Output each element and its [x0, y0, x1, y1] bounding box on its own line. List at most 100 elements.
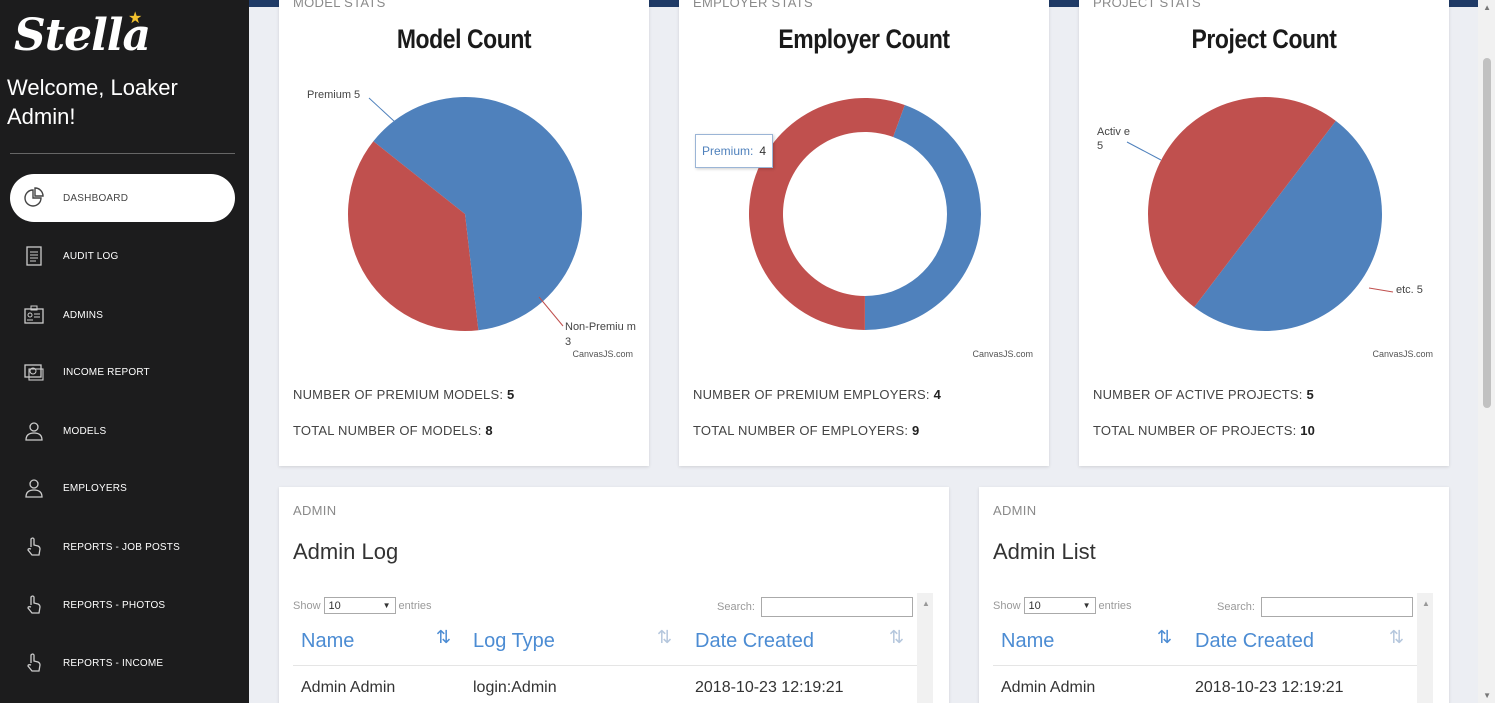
label-connector	[538, 296, 564, 327]
table-scrollbar[interactable]	[1417, 593, 1433, 703]
sort-icon[interactable]: ⇅	[657, 627, 673, 647]
app-logo[interactable]: Stella	[14, 10, 151, 61]
cell-name: Admin Admin	[1001, 679, 1096, 696]
slice-index-label: Non-Premiu m	[565, 321, 636, 333]
header-divider	[993, 665, 1417, 666]
pie-slice-etc-[interactable]	[1148, 97, 1336, 308]
stat-value: 5	[1306, 387, 1314, 402]
sidebar-item-label: DASHBOARD	[63, 192, 129, 204]
employer-count-chart[interactable]	[679, 0, 1049, 390]
chart-credit[interactable]: CanvasJS.com	[1372, 349, 1433, 359]
pie-chart-icon	[10, 187, 58, 209]
sidebar-item-admins[interactable]: ADMINS	[10, 291, 235, 339]
card-kicker: ADMIN	[993, 503, 1037, 518]
pie-slice-premium[interactable]	[373, 97, 582, 331]
slice-index-label: Activ e	[1097, 126, 1130, 138]
window-scrollbar[interactable]: ▲ ▼	[1478, 0, 1495, 703]
search-input[interactable]	[1260, 597, 1413, 617]
window-scroll-thumb[interactable]	[1483, 58, 1491, 408]
stat-value: 9	[911, 423, 920, 438]
stat-label: TOTAL NUMBER OF PROJECTS:	[1093, 423, 1301, 438]
stat-label: NUMBER OF PREMIUM MODELS:	[293, 387, 507, 402]
stat-total-employers: TOTAL NUMBER OF EMPLOYERS: 9	[693, 423, 919, 438]
search-wrap: Search:	[717, 597, 913, 617]
entries-value: 10	[1028, 599, 1041, 612]
document-icon	[10, 245, 58, 267]
column-header-date-created[interactable]: Date Created	[1195, 630, 1314, 652]
welcome-message: Welcome, Loaker Admin!	[7, 75, 178, 129]
search-label: Search:	[717, 601, 755, 613]
sidebar-item-income-report[interactable]: INCOME REPORT	[10, 348, 235, 396]
label-connector	[1126, 141, 1162, 161]
user-icon	[10, 477, 58, 499]
slice-index-label: etc. 5	[1396, 284, 1423, 296]
scroll-down-icon[interactable]: ▼	[1483, 691, 1491, 700]
pie-slice-non-premium[interactable]	[748, 97, 905, 330]
header-divider	[293, 665, 917, 666]
scroll-up-icon[interactable]: ▲	[1422, 599, 1430, 608]
column-header-date-created[interactable]: Date Created	[695, 630, 814, 652]
sidebar-item-reports-photos[interactable]: REPORTS - PHOTOS	[10, 581, 235, 629]
column-header-name[interactable]: Name	[301, 630, 355, 652]
stat-active-projects: NUMBER OF ACTIVE PROJECTS: 5	[1093, 387, 1314, 402]
table-scrollbar[interactable]	[917, 593, 933, 703]
label-connector	[1368, 287, 1394, 293]
stat-label: TOTAL NUMBER OF MODELS:	[293, 423, 486, 438]
stat-premium-employers: NUMBER OF PREMIUM EMPLOYERS: 4	[693, 387, 941, 402]
cell-log-type: login:Admin	[473, 679, 557, 696]
sort-icon[interactable]: ⇅	[436, 627, 452, 647]
show-entries: Show 10 ▼ entries	[293, 597, 432, 614]
column-header-name[interactable]: Name	[1001, 630, 1055, 652]
entries-select[interactable]: 10 ▼	[323, 597, 396, 614]
tooltip-value: 4	[759, 144, 767, 158]
tooltip-label: Premium:	[702, 144, 754, 158]
sidebar-item-label: MODELS	[63, 425, 107, 437]
admin-list-card: ADMIN Admin List Show 10 ▼ entries Search…	[979, 487, 1449, 703]
pie-slice-non-premium[interactable]	[348, 141, 479, 331]
cell-date-created: 2018-10-23 12:19:21	[695, 679, 844, 696]
sidebar-item-reports-job-posts[interactable]: REPORTS - JOB POSTS	[10, 523, 235, 571]
project-stats-card: PROJECT STATS Project Count Activ e 5 etc.…	[1079, 0, 1449, 466]
top-accent-bar	[1449, 0, 1478, 7]
chart-title: Model Count	[396, 24, 532, 54]
sidebar-item-label: REPORTS - JOB POSTS	[63, 541, 180, 553]
entries-label: entries	[398, 599, 432, 612]
pie-slice-premium[interactable]	[864, 105, 981, 330]
model-count-chart[interactable]: Premium 5 Non-Premiu m 3	[279, 0, 649, 390]
column-header-log-type[interactable]: Log Type	[473, 630, 555, 652]
sort-icon[interactable]: ⇅	[889, 627, 905, 647]
admin-log-title: Admin Log	[293, 539, 399, 564]
scroll-up-icon[interactable]: ▲	[922, 599, 930, 608]
sidebar-item-label: REPORTS - PHOTOS	[63, 599, 166, 611]
search-wrap: Search:	[1217, 597, 1413, 617]
project-count-chart[interactable]: Activ e 5 etc. 5	[1079, 0, 1449, 390]
top-accent-bar	[649, 0, 679, 7]
sidebar-item-dashboard[interactable]: DASHBOARD	[10, 174, 235, 222]
sidebar-item-label: ADMINS	[63, 309, 104, 321]
hand-pointer-icon	[10, 536, 58, 558]
model-stats-card: MODEL STATS Model Count Premium 5 Non-Pre…	[279, 0, 649, 466]
sidebar-item-reports-income[interactable]: REPORTS - INCOME	[10, 639, 235, 687]
stat-total-models: TOTAL NUMBER OF MODELS: 8	[293, 423, 493, 438]
chart-title: Project Count	[1191, 24, 1337, 54]
slice-index-label: 5	[1097, 140, 1103, 152]
id-card-icon	[10, 304, 58, 326]
sort-icon[interactable]: ⇅	[1389, 627, 1405, 647]
entries-select[interactable]: 10 ▼	[1023, 597, 1096, 614]
sidebar-item-employers[interactable]: EMPLOYERS	[10, 464, 235, 512]
slice-index-label: 3	[565, 336, 571, 348]
pie-slice-active[interactable]	[1194, 120, 1382, 331]
search-input[interactable]	[760, 597, 913, 617]
chart-credit[interactable]: CanvasJS.com	[972, 349, 1033, 359]
sort-icon[interactable]: ⇅	[1157, 627, 1173, 647]
top-accent-bar	[249, 0, 279, 7]
chart-credit[interactable]: CanvasJS.com	[572, 349, 633, 359]
sidebar-item-models[interactable]: MODELS	[10, 407, 235, 455]
sidebar-divider	[10, 153, 235, 154]
admin-log-card: ADMIN Admin Log Show 10 ▼ entries Search:…	[279, 487, 949, 703]
chart-title: Employer Count	[778, 24, 950, 54]
card-kicker: PROJECT STATS	[1093, 0, 1201, 10]
sidebar-item-audit-log[interactable]: AUDIT LOG	[10, 232, 235, 280]
scroll-up-icon[interactable]: ▲	[1483, 3, 1491, 12]
